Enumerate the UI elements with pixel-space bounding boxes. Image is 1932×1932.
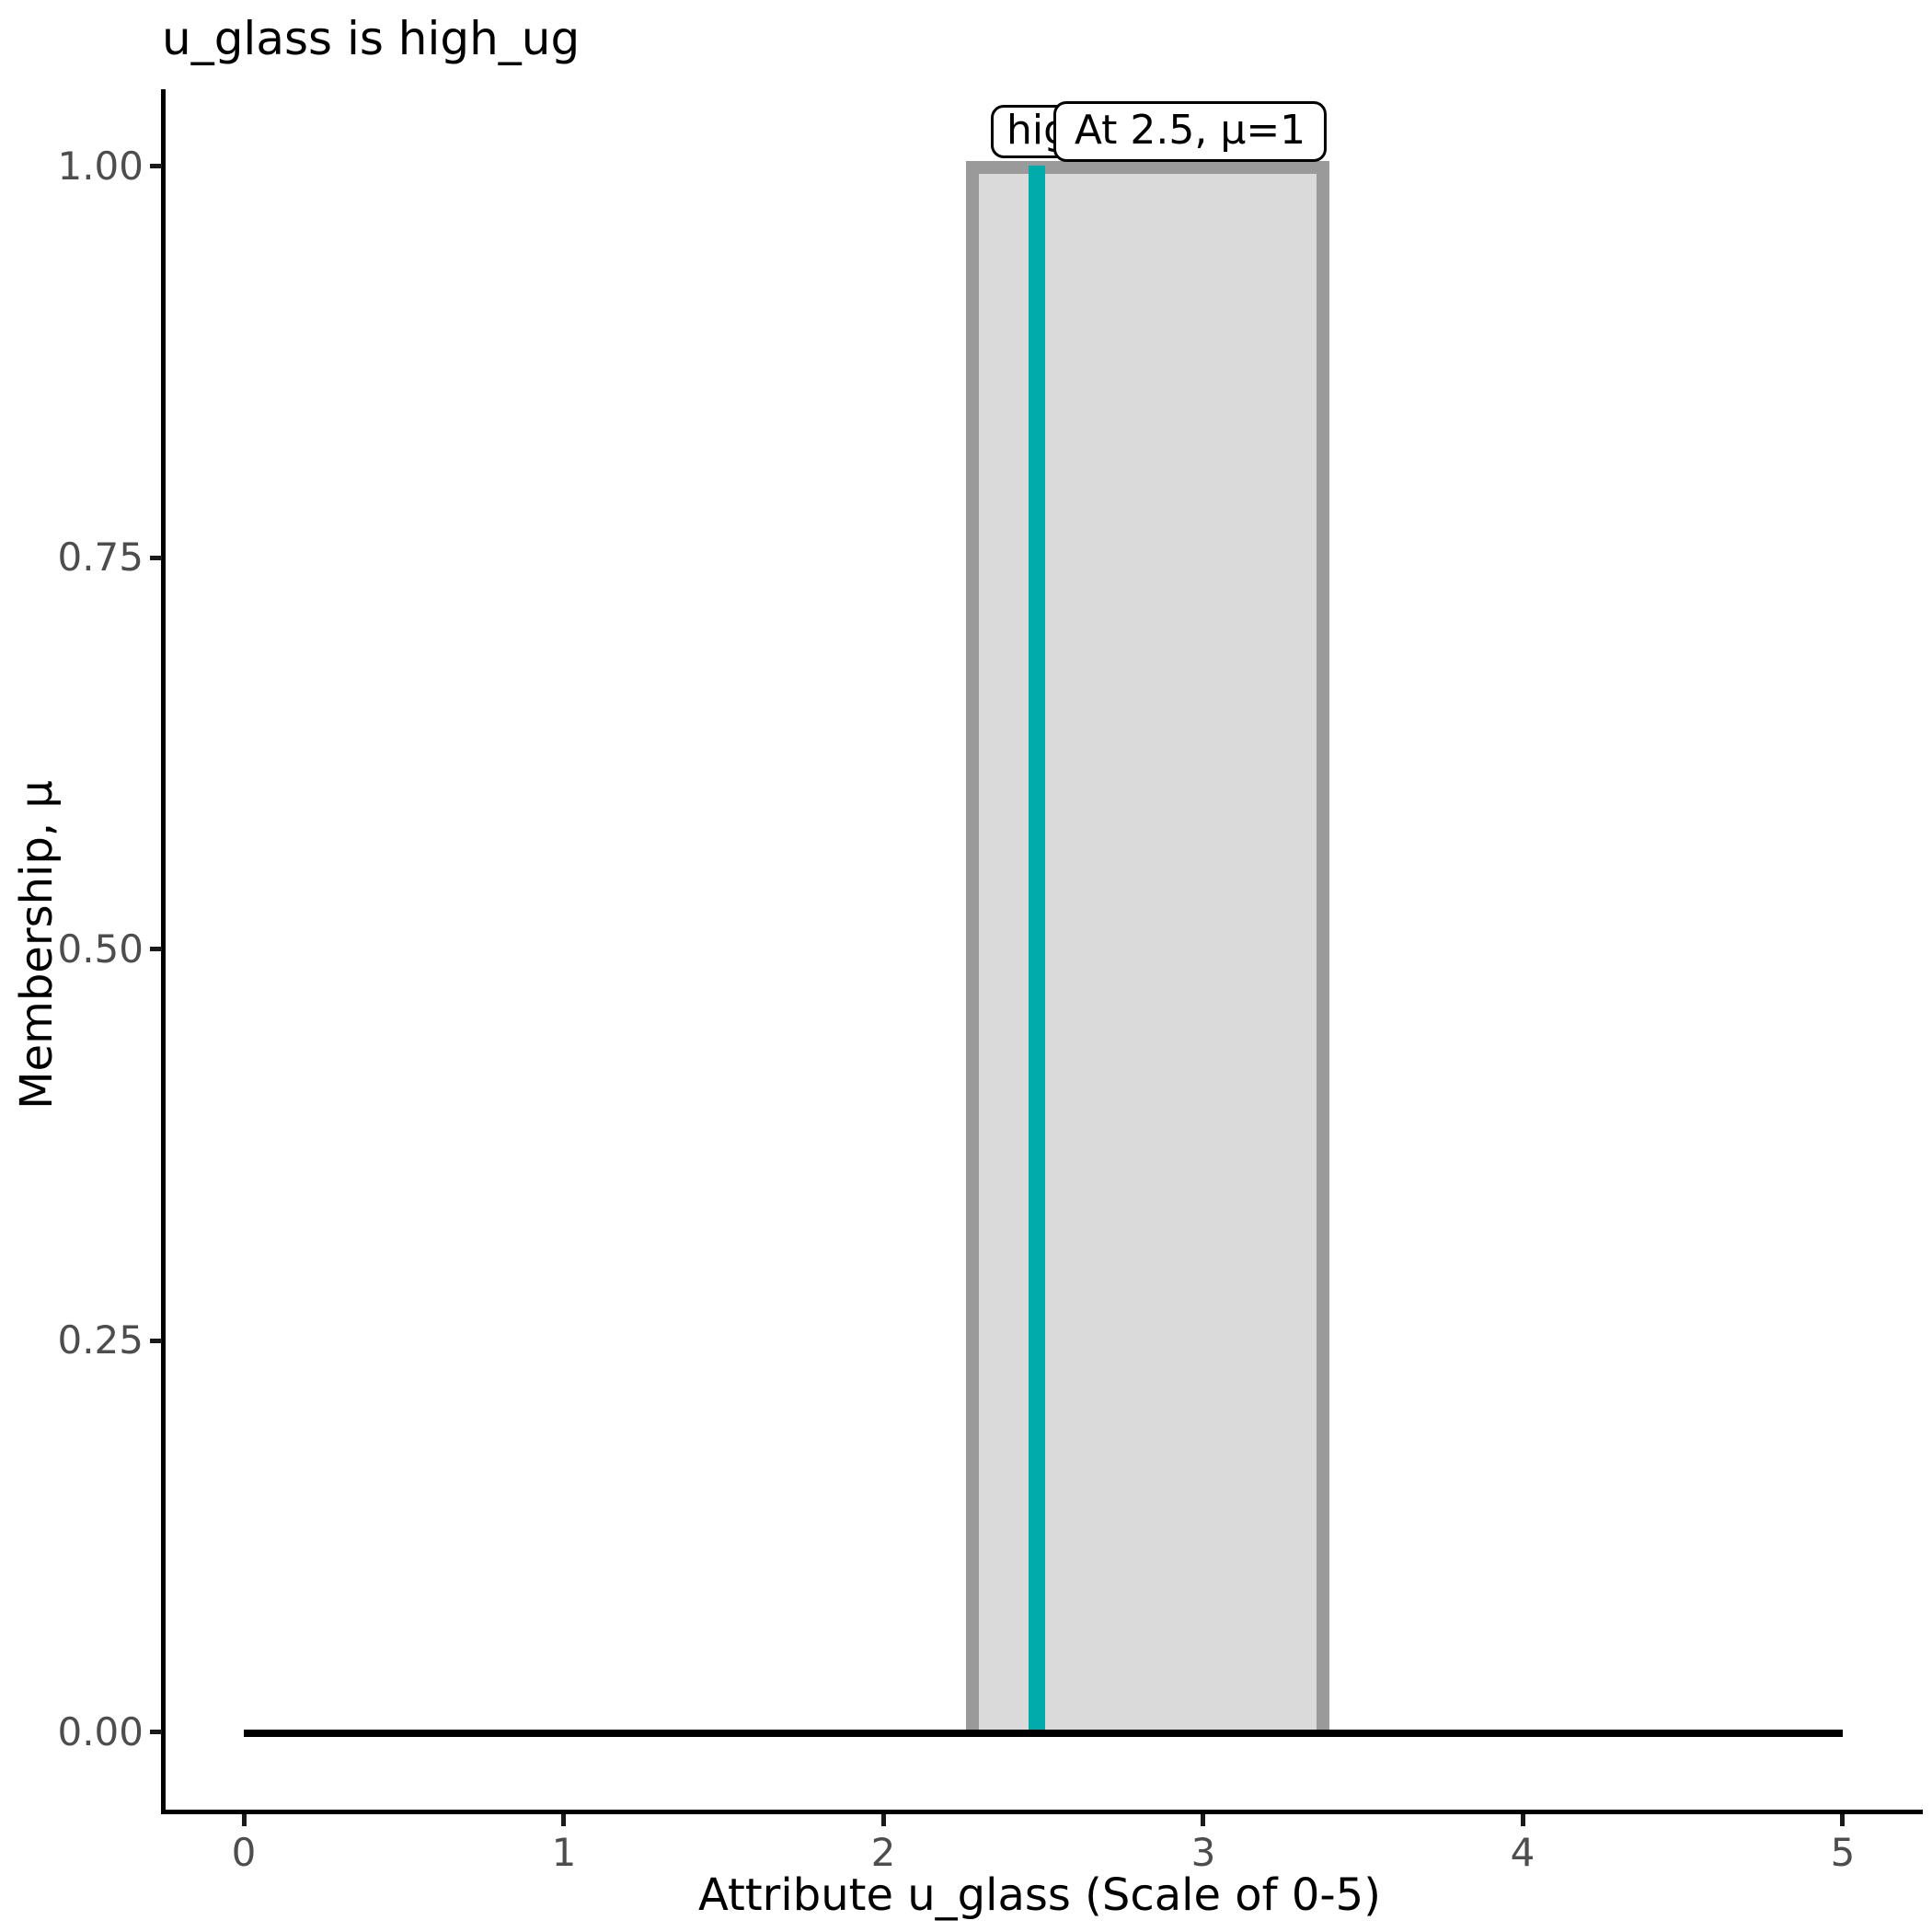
x-axis-label: Attribute u_glass (Scale of 0-5) <box>698 1869 1381 1921</box>
x-tick <box>561 1814 566 1826</box>
y-tick-label: 0.50 <box>57 926 144 972</box>
membership-function-rectangle <box>966 161 1329 1733</box>
y-tick <box>150 556 162 560</box>
x-tick <box>1521 1814 1525 1826</box>
y-axis-label: Membership, μ <box>11 780 63 1110</box>
x-tick-label: 5 <box>1830 1830 1856 1875</box>
y-tick-label: 0.25 <box>57 1317 144 1363</box>
x-tick-label: 3 <box>1190 1830 1216 1875</box>
x-tick-label: 4 <box>1510 1830 1535 1875</box>
y-tick-label: 0.00 <box>57 1709 144 1754</box>
y-tick <box>150 164 162 168</box>
chart-title: u_glass is high_ug <box>162 12 581 65</box>
x-tick-label: 0 <box>231 1830 257 1875</box>
x-tick <box>1840 1814 1845 1826</box>
y-tick <box>150 1339 162 1343</box>
membership-baseline <box>244 1730 1843 1737</box>
y-tick <box>150 947 162 951</box>
x-tick-label: 2 <box>870 1830 896 1875</box>
query-annotation: At 2.5, μ=1 <box>1053 101 1327 162</box>
y-tick-label: 0.75 <box>57 535 144 580</box>
query-value-line <box>1029 166 1045 1733</box>
x-tick <box>881 1814 886 1826</box>
x-tick-label: 1 <box>551 1830 577 1875</box>
y-tick-label: 1.00 <box>57 144 144 189</box>
y-tick <box>150 1730 162 1734</box>
y-axis-spine <box>161 89 166 1814</box>
x-axis-spine <box>161 1810 1923 1814</box>
x-tick <box>1201 1814 1205 1826</box>
x-tick <box>242 1814 247 1826</box>
